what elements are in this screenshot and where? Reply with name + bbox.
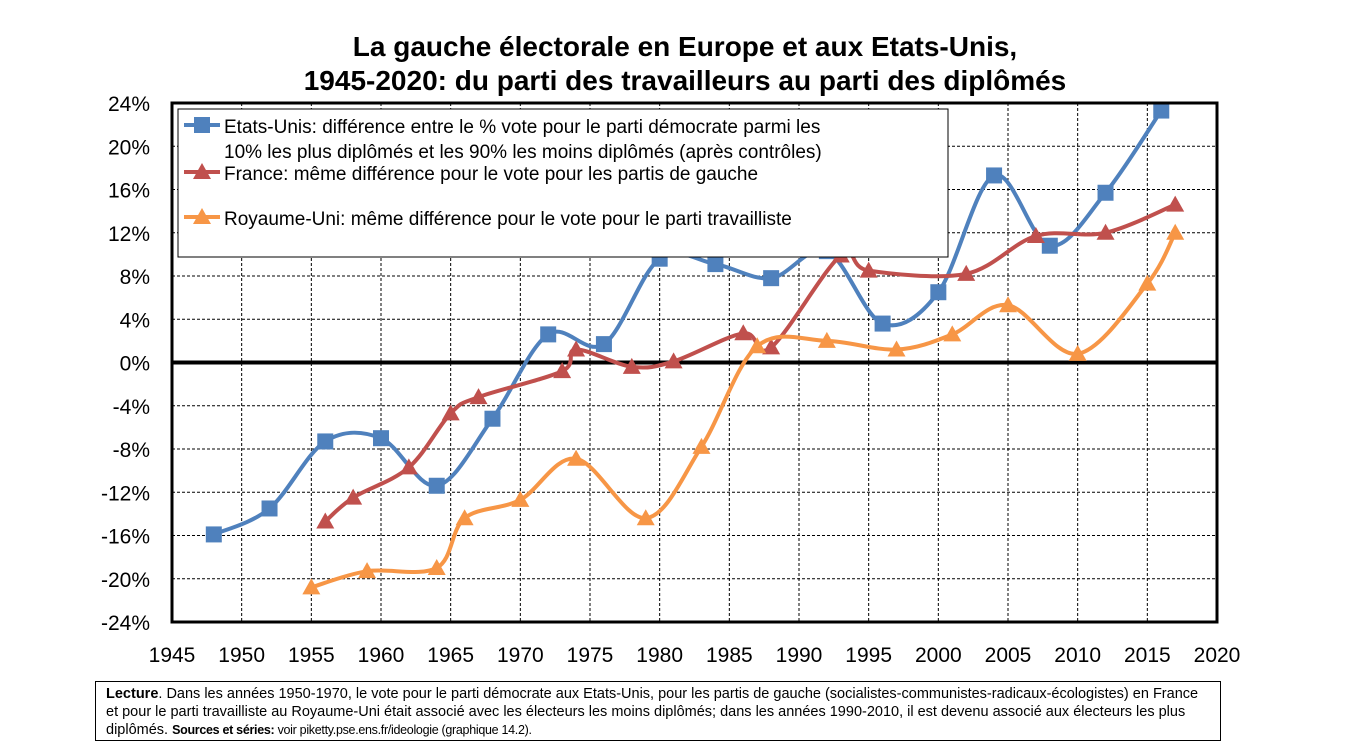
x-tick-label: 1965 bbox=[427, 644, 474, 667]
data-point-france bbox=[399, 458, 418, 475]
data-point-france bbox=[1166, 195, 1185, 212]
y-tick-label: 4% bbox=[120, 309, 150, 332]
data-point-uk bbox=[943, 325, 962, 342]
data-point-france bbox=[469, 388, 488, 405]
data-point-us bbox=[317, 433, 334, 450]
legend-label-us-line2: 10% les plus diplômés et les 90% les moi… bbox=[224, 142, 822, 163]
chart-title: La gauche électorale en Europe et aux Et… bbox=[0, 30, 1370, 98]
series-line-france bbox=[323, 202, 1176, 523]
data-point-uk bbox=[887, 340, 906, 357]
chart-title-line2: 1945-2020: du parti des travailleurs au … bbox=[303, 65, 1067, 96]
x-tick-label: 1990 bbox=[776, 644, 823, 667]
legend-label-uk: Royaume-Uni: même différence pour le vot… bbox=[224, 209, 792, 230]
data-point-uk bbox=[692, 437, 711, 454]
y-tick-label: 16% bbox=[108, 180, 150, 203]
data-point-uk bbox=[1138, 274, 1157, 291]
x-tick-label: 1985 bbox=[706, 644, 753, 667]
legend-label-france: France: même différence pour le vote pou… bbox=[224, 164, 758, 185]
chart-title-line1: La gauche électorale en Europe et aux Et… bbox=[352, 31, 1018, 62]
y-tick-label: 12% bbox=[108, 223, 150, 246]
data-point-france bbox=[1026, 226, 1045, 243]
data-point-us bbox=[1097, 184, 1114, 201]
data-point-us bbox=[595, 336, 612, 353]
data-point-us bbox=[1153, 102, 1170, 119]
data-point-us bbox=[763, 270, 780, 287]
data-point-us bbox=[205, 526, 222, 543]
x-tick-label: 2005 bbox=[985, 644, 1032, 667]
data-point-uk bbox=[636, 509, 655, 526]
data-point-france bbox=[1096, 223, 1115, 240]
y-tick-label: 24% bbox=[108, 93, 150, 116]
data-point-uk bbox=[358, 562, 377, 579]
data-point-france bbox=[553, 362, 572, 379]
sources-label: Sources et séries: bbox=[172, 723, 275, 737]
data-point-uk bbox=[999, 296, 1017, 313]
x-tick-label: 2000 bbox=[915, 644, 962, 667]
y-tick-label: -12% bbox=[101, 482, 150, 505]
y-tick-label: -8% bbox=[113, 439, 150, 462]
data-point-us bbox=[930, 284, 947, 301]
data-point-france bbox=[441, 404, 460, 421]
legend-label-us: Etats-Unis: différence entre le % vote p… bbox=[224, 117, 820, 138]
y-tick-label: -20% bbox=[101, 569, 150, 592]
x-tick-label: 2010 bbox=[1054, 644, 1101, 667]
legend: Etats-Unis: différence entre le % vote p… bbox=[177, 108, 949, 258]
legend-marker-france bbox=[193, 163, 211, 179]
data-point-france bbox=[664, 352, 683, 369]
data-point-uk bbox=[427, 558, 446, 575]
data-point-france bbox=[622, 357, 641, 374]
sources-text: voir piketty.pse.ens.fr/ideologie (graph… bbox=[274, 723, 532, 737]
data-point-us bbox=[484, 410, 501, 427]
data-point-uk bbox=[302, 578, 321, 595]
data-point-uk bbox=[511, 490, 530, 507]
x-tick-label: 1950 bbox=[218, 644, 265, 667]
x-tick-label: 1995 bbox=[845, 644, 892, 667]
data-point-us bbox=[1041, 237, 1058, 254]
y-tick-label: 8% bbox=[120, 266, 150, 289]
axes: 24% 20% 16% 12% 8% 4% 0% -4% -8% -12% -16% -20% -24%… bbox=[101, 93, 1240, 667]
x-tick-label: 1955 bbox=[288, 644, 335, 667]
data-point-uk bbox=[1068, 344, 1087, 361]
y-tick-label: -4% bbox=[113, 396, 150, 419]
x-tick-label: 1970 bbox=[497, 644, 544, 667]
note-label: Lecture bbox=[106, 686, 159, 702]
legend-marker-us bbox=[194, 117, 210, 133]
data-point-us bbox=[428, 477, 445, 494]
reading-note: Lecture. Dans les années 1950-1970, le v… bbox=[95, 681, 1221, 741]
x-tick-label: 2015 bbox=[1124, 644, 1171, 667]
data-point-france bbox=[762, 338, 781, 355]
y-tick-label: 0% bbox=[120, 353, 150, 376]
data-point-uk bbox=[748, 337, 767, 354]
note-text: . Dans les années 1950-1970, le vote pou… bbox=[106, 686, 1199, 738]
data-point-france bbox=[957, 264, 976, 281]
data-point-uk bbox=[817, 331, 836, 348]
data-point-france bbox=[316, 512, 335, 529]
y-tick-label: -16% bbox=[101, 526, 150, 549]
plot-frame bbox=[170, 101, 1219, 624]
data-point-us bbox=[373, 430, 389, 447]
data-point-france bbox=[567, 340, 586, 357]
y-tick-label: -24% bbox=[101, 612, 150, 635]
legend-marker-uk bbox=[193, 208, 211, 224]
data-point-france bbox=[344, 488, 363, 505]
data-point-uk bbox=[567, 449, 586, 466]
data-point-us bbox=[986, 167, 1003, 184]
data-point-us bbox=[874, 315, 891, 332]
x-tick-label: 1945 bbox=[149, 644, 196, 667]
chart-canvas: 24% 20% 16% 12% 8% 4% 0% -4% -8% -12% -16% -20% -24%… bbox=[101, 93, 1240, 667]
data-point-us bbox=[707, 256, 724, 273]
data-point-france bbox=[859, 261, 878, 278]
x-tick-label: 1975 bbox=[567, 644, 614, 667]
data-point-uk bbox=[1166, 223, 1185, 240]
x-tick-label: 1980 bbox=[636, 644, 683, 667]
x-tick-label: 2020 bbox=[1194, 644, 1241, 667]
data-point-us bbox=[261, 500, 278, 517]
series-line-uk bbox=[310, 231, 1177, 590]
data-point-uk bbox=[455, 509, 474, 526]
data-point-france bbox=[734, 324, 753, 341]
data-point-us bbox=[540, 326, 557, 343]
legend-box bbox=[177, 108, 949, 258]
y-tick-label: 20% bbox=[108, 136, 150, 159]
x-tick-label: 1960 bbox=[358, 644, 405, 667]
